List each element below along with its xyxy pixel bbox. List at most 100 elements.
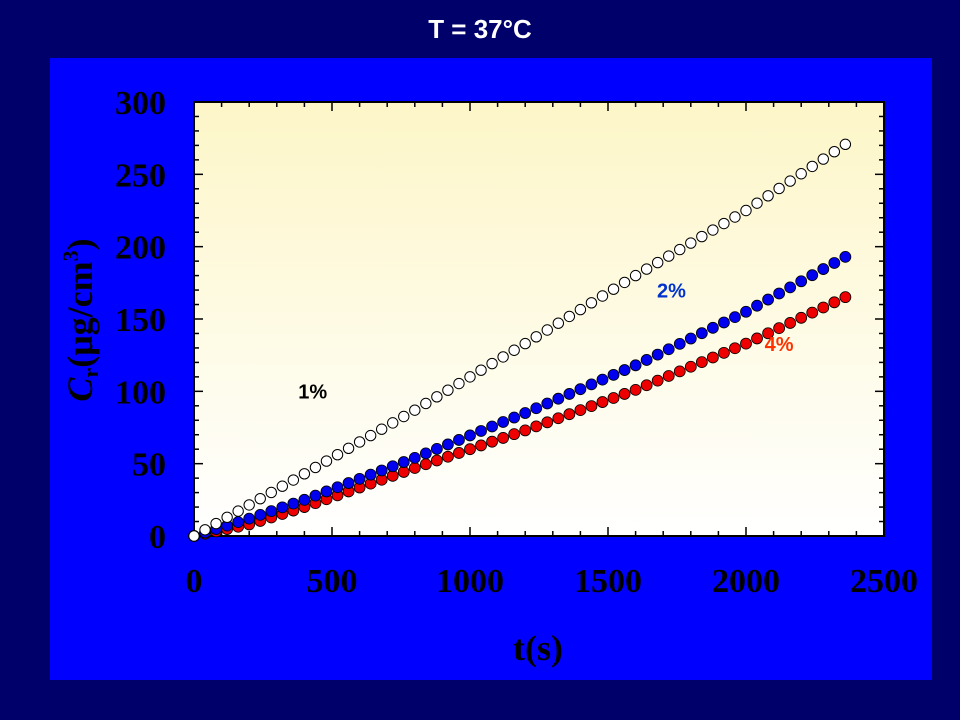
chart-title: T = 37°C	[428, 14, 532, 44]
marker-4%	[397, 466, 410, 478]
marker-1%	[839, 138, 852, 151]
marker-1%	[287, 474, 300, 486]
marker-2%	[762, 293, 774, 306]
marker-4%	[618, 388, 631, 400]
marker-4%	[530, 420, 543, 433]
marker-1%	[254, 492, 266, 505]
marker-2%	[342, 477, 355, 489]
marker-1%	[188, 530, 200, 542]
marker-4%	[453, 447, 465, 459]
marker-1%	[364, 429, 377, 442]
marker-2%	[618, 364, 631, 376]
marker-1%	[519, 337, 531, 350]
marker-4%	[751, 332, 763, 345]
marker-2%	[464, 429, 476, 442]
marker-4%	[817, 301, 830, 314]
x-tick-label: 500	[307, 563, 358, 600]
marker-4%	[607, 392, 620, 404]
marker-1%	[320, 455, 333, 467]
marker-2%	[519, 407, 532, 419]
chart-panel: 0 50 100 150 200 250 300 0 500 1000 1500 2000 2500 1…	[50, 58, 932, 680]
marker-4%	[762, 327, 774, 340]
marker-2%	[486, 420, 498, 433]
y-axis-title-sub: r	[78, 368, 103, 378]
y-tick-label: 100	[115, 374, 166, 411]
marker-1%	[464, 371, 476, 383]
y-tick-label: 150	[115, 302, 166, 339]
marker-1%	[795, 168, 807, 180]
marker-1%	[651, 256, 664, 269]
marker-1%	[475, 364, 487, 376]
marker-1%	[420, 397, 432, 410]
y-tick-label: 50	[132, 447, 166, 484]
marker-1%	[486, 357, 498, 370]
svg-text:Cr(μg/cm3): Cr(μg/cm3)	[58, 238, 103, 401]
series-label-1%: 1%	[298, 382, 327, 404]
marker-1%	[751, 197, 763, 209]
marker-1%	[640, 263, 653, 275]
marker-2%	[563, 388, 576, 400]
marker-2%	[475, 425, 487, 437]
marker-2%	[408, 451, 421, 464]
x-tick-label: 1500	[574, 563, 642, 600]
marker-1%	[806, 160, 818, 173]
series-labels: 1% 2% 4%	[298, 280, 794, 403]
marker-1%	[453, 377, 465, 390]
marker-4%	[651, 374, 664, 387]
marker-1%	[784, 175, 796, 187]
marker-2%	[552, 392, 565, 405]
marker-1%	[585, 297, 598, 309]
y-tick-label: 200	[115, 230, 166, 267]
marker-2%	[530, 402, 543, 415]
marker-2%	[375, 464, 388, 477]
marker-2%	[265, 505, 278, 518]
marker-2%	[751, 299, 763, 312]
y-axis-title-close: )	[60, 238, 100, 250]
marker-2%	[684, 332, 697, 345]
marker-4%	[706, 351, 719, 364]
marker-1%	[530, 331, 542, 343]
marker-4%	[718, 346, 730, 359]
marker-4%	[430, 454, 443, 467]
marker-2%	[386, 460, 399, 473]
marker-1%	[607, 283, 620, 295]
marker-1%	[762, 190, 774, 202]
marker-1%	[541, 324, 553, 336]
marker-2%	[298, 493, 311, 506]
marker-2%	[320, 485, 333, 498]
series-label-4%: 4%	[765, 334, 794, 356]
marker-4%	[729, 342, 741, 355]
marker-4%	[773, 322, 786, 335]
series-label-2%: 2%	[657, 280, 686, 302]
marker-1%	[276, 480, 289, 492]
marker-1%	[387, 417, 399, 429]
marker-2%	[353, 472, 366, 485]
marker-1%	[199, 524, 211, 536]
marker-2%	[651, 348, 664, 361]
x-tick-label: 2500	[850, 563, 918, 600]
marker-1%	[718, 217, 730, 230]
marker-1%	[828, 145, 841, 158]
marker-1%	[674, 243, 686, 256]
marker-1%	[729, 211, 741, 223]
marker-1%	[817, 153, 829, 165]
marker-4%	[497, 432, 510, 444]
marker-1%	[309, 461, 322, 474]
marker-1%	[442, 384, 454, 396]
marker-1%	[685, 237, 697, 249]
marker-4%	[464, 443, 476, 456]
marker-1%	[740, 204, 752, 217]
marker-4%	[662, 370, 675, 382]
marker-1%	[210, 517, 222, 530]
marker-2%	[309, 489, 322, 502]
marker-4%	[596, 396, 609, 408]
x-axis-title: t(s)	[513, 628, 563, 668]
marker-1%	[618, 276, 631, 289]
marker-2%	[497, 416, 510, 428]
marker-4%	[585, 400, 598, 412]
marker-4%	[784, 317, 797, 329]
marker-4%	[673, 365, 686, 378]
y-tick-label: 300	[115, 85, 166, 122]
x-tick-label: 0	[186, 563, 203, 600]
marker-1%	[596, 290, 609, 302]
